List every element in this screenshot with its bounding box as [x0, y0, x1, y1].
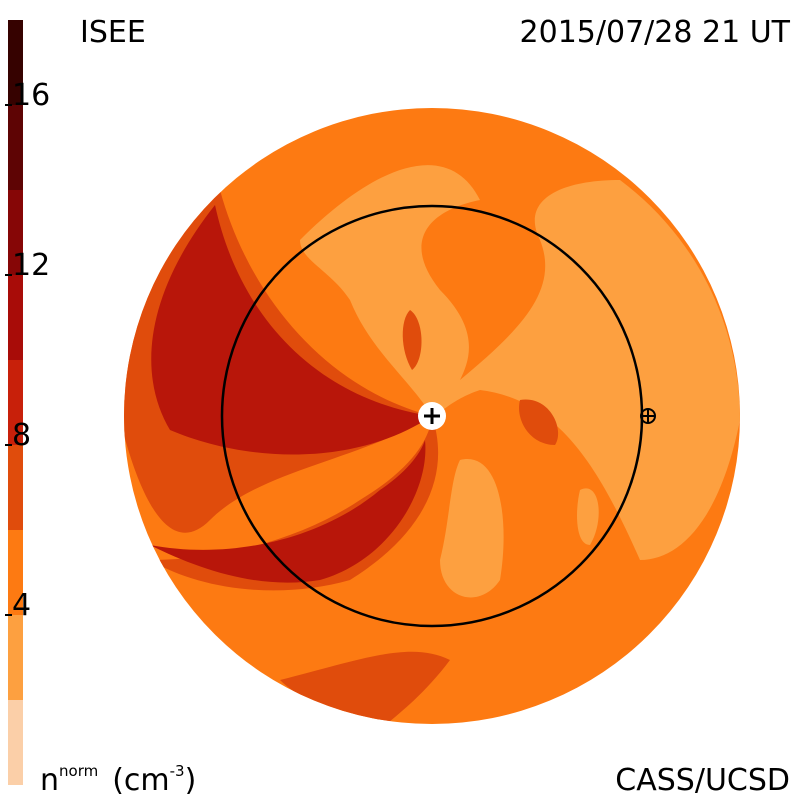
colorbar-band — [8, 190, 23, 275]
sun-cross — [424, 408, 440, 424]
colorbar: 4 8 12 16 — [5, 20, 50, 785]
low-density-region — [440, 459, 504, 598]
title: ISEE — [80, 15, 146, 50]
label-power: -3 — [170, 762, 185, 780]
colorbar-tick-label: 4 — [12, 588, 31, 623]
high-density-region — [150, 440, 426, 583]
label-symbol: n — [40, 763, 59, 798]
earth-cross — [641, 409, 655, 423]
colorbar-tick-label: 16 — [12, 78, 50, 113]
colorbar-tick-label: 8 — [12, 418, 31, 453]
high-density-region — [151, 205, 432, 455]
colorbar-band — [8, 20, 23, 105]
low-density-region — [577, 488, 599, 545]
high-density-region — [402, 310, 422, 370]
density-map — [124, 108, 740, 724]
datetime: 2015/07/28 21 UT — [520, 15, 791, 50]
colorbar-band — [8, 275, 23, 360]
colorbar-band — [8, 530, 23, 615]
colorbar-band — [8, 105, 23, 190]
high-density-region — [280, 651, 450, 724]
label-unit: (cm — [112, 763, 169, 798]
low-density-region — [300, 165, 740, 560]
colorbar-band — [8, 445, 23, 530]
colorbar-band — [8, 615, 23, 700]
colorbar-band — [8, 700, 23, 785]
credit: CASS/UCSD — [615, 763, 790, 798]
label-close: ) — [185, 763, 197, 798]
colorbar-tick-label: 12 — [12, 248, 50, 283]
colorbar-label: nnorm (cm-3) — [40, 762, 196, 798]
high-density-region — [519, 399, 559, 445]
colorbar-band — [8, 360, 23, 445]
label-sup: norm — [59, 762, 98, 780]
